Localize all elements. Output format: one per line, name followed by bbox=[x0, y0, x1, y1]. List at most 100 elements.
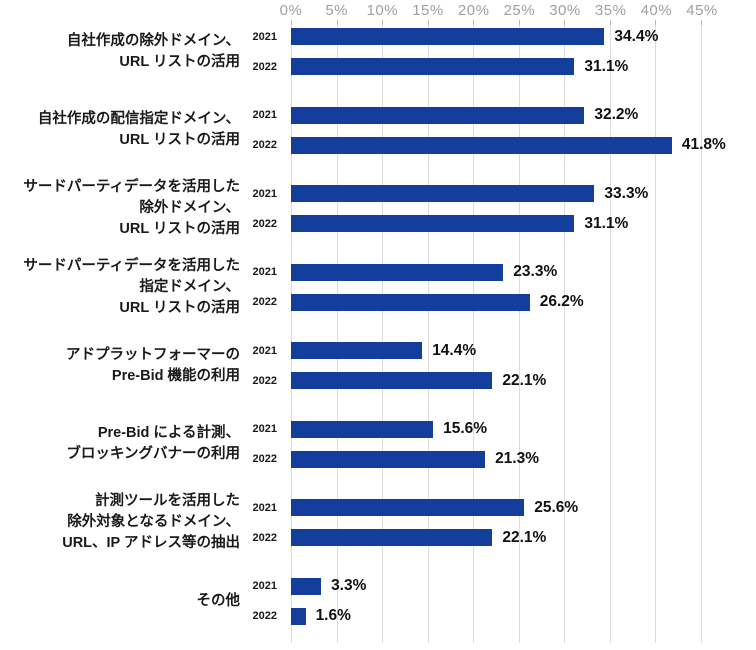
bar-2021 bbox=[291, 499, 525, 516]
bar-row: 2022 22.1% bbox=[240, 529, 756, 546]
category-group: 自社作成の配信指定ドメイン、 URL リストの活用 2021 32.2% 2022 41.… bbox=[0, 106, 756, 154]
gridline bbox=[518, 25, 520, 643]
bar-track: 31.1% bbox=[291, 58, 701, 75]
category-label-line: アドプラットフォーマーの bbox=[66, 346, 240, 363]
year-label: 2022 bbox=[252, 60, 277, 73]
bar-2021 bbox=[291, 28, 605, 45]
bar-value-label: 31.1% bbox=[584, 57, 629, 75]
bar-row: 2021 14.4% bbox=[240, 342, 756, 359]
category-group: サードパーティデータを活用した 除外ドメイン、 URL リストの活用 2021 33.3… bbox=[0, 179, 756, 237]
x-axis-tick-label: 0% bbox=[279, 2, 303, 19]
year-label: 2022 bbox=[252, 296, 277, 308]
category-group: 自社作成の除外ドメイン、 URL リストの活用 2021 34.4% 2022 31.1% bbox=[0, 28, 756, 75]
bar-row: 2021 33.3% bbox=[240, 185, 756, 202]
category-label-line: ブロッキングバナーの利用 bbox=[66, 446, 240, 462]
year-label: 2021 bbox=[252, 266, 277, 278]
bar-row: 2021 3.3% bbox=[240, 577, 756, 595]
category-label: 計測ツールを活用した除外対象となるドメイン、 URL、IP アドレス等の抽出 bbox=[0, 491, 240, 554]
x-axis-tick-label: 30% bbox=[549, 2, 581, 19]
year-label: 2022 bbox=[252, 453, 277, 465]
category-group: 計測ツールを活用した 除外対象となるドメイン、 URL、IP アドレス等の抽出 202… bbox=[0, 493, 756, 551]
bar-2022 bbox=[291, 293, 530, 311]
gridline bbox=[382, 25, 384, 643]
bar-row: 2022 41.8% bbox=[240, 136, 756, 154]
category-label-line: URL リストの活用 bbox=[119, 132, 240, 148]
gridline bbox=[291, 25, 292, 643]
bar-2021 bbox=[291, 263, 504, 281]
x-axis-tick-label: 35% bbox=[594, 2, 627, 19]
category-label: サードパーティデータを活用した 除外ドメイン、 URL リストの活用 bbox=[0, 177, 240, 240]
category-label-line: 自社作成の除外ドメイン、 bbox=[66, 32, 240, 49]
year-label: 2021 bbox=[252, 344, 277, 357]
bar-value-label: 32.2% bbox=[594, 106, 639, 123]
year-label: 2021 bbox=[252, 30, 277, 43]
bar-value-label: 22.1% bbox=[502, 528, 547, 546]
bar-2022 bbox=[291, 136, 672, 154]
gridline bbox=[564, 25, 566, 643]
category-label-line: 除外ドメイン、 bbox=[139, 200, 240, 216]
axis-tick-mark bbox=[518, 20, 520, 25]
category-label-line: 計測ツールを活用した bbox=[95, 493, 240, 509]
bar-value-label: 33.3% bbox=[604, 184, 649, 202]
axis-tick-mark bbox=[336, 20, 338, 25]
bar-track: 23.3% bbox=[291, 263, 701, 281]
category-label-line: URL、IP アドレス等の抽出 bbox=[62, 535, 240, 551]
year-label: 2022 bbox=[252, 374, 277, 387]
bar-value-label: 26.2% bbox=[539, 293, 584, 310]
bar-value-label: 34.4% bbox=[614, 27, 659, 45]
axis-tick-mark bbox=[473, 20, 475, 25]
category-label-line: Pre-Bid による計測、 bbox=[97, 425, 240, 441]
bar-track: 1.6% bbox=[291, 607, 701, 625]
category-label-line: その他 bbox=[196, 592, 241, 609]
bar-2021 bbox=[291, 420, 434, 438]
bar-2022 bbox=[291, 450, 486, 468]
category-group: サードパーティデータを活用した 指定ドメイン、 URL リストの活用 2021 23.3… bbox=[0, 258, 756, 316]
bar-2022 bbox=[291, 58, 575, 75]
x-axis-tick-label: 40% bbox=[640, 2, 673, 19]
year-label: 2021 bbox=[252, 501, 277, 514]
bar-value-label: 14.4% bbox=[432, 341, 477, 359]
bar-track: 21.3% bbox=[291, 450, 701, 468]
x-axis-tick-label: 5% bbox=[325, 2, 348, 19]
category-label-line: 除外対象となるドメイン、 bbox=[67, 514, 240, 530]
year-label: 2021 bbox=[252, 423, 277, 435]
year-label: 2022 bbox=[252, 610, 277, 622]
category-label: Pre-Bid による計測、ブロッキングバナーの利用 bbox=[0, 423, 240, 465]
bar-value-label: 1.6% bbox=[315, 607, 351, 624]
bar-row: 2021 23.3% bbox=[240, 263, 756, 281]
gridline bbox=[701, 25, 702, 643]
x-axis: 0% 5% 10% 15% 20% 25% 30% 35% 40% 45% bbox=[280, 2, 718, 20]
x-axis-tick-label: 10% bbox=[366, 2, 399, 19]
category-label-line: サードパーティデータを活用した bbox=[23, 179, 240, 195]
gridline bbox=[655, 25, 657, 643]
category-group: アドプラットフォーマーの Pre-Bid 機能の利用 2021 14.4% 2022 22… bbox=[0, 342, 756, 389]
bar-2022 bbox=[291, 607, 306, 625]
category-label: その他 bbox=[0, 591, 241, 612]
bar-row: 2021 32.2% bbox=[240, 106, 756, 124]
bar-track: 31.1% bbox=[291, 215, 701, 232]
year-label: 2021 bbox=[252, 580, 277, 592]
bar-2022 bbox=[291, 372, 493, 389]
category-label: サードパーティデータを活用した 指定ドメイン、 URL リストの活用 bbox=[0, 256, 240, 319]
bar-row: 2022 22.1% bbox=[240, 372, 756, 389]
bar-value-label: 22.1% bbox=[502, 371, 547, 389]
axis-tick-mark bbox=[427, 20, 429, 25]
bar-track: 32.2% bbox=[291, 106, 701, 124]
category-label-line: サードパーティデータを活用した bbox=[23, 257, 240, 274]
axis-tick-mark bbox=[701, 20, 702, 25]
axis-tick-mark bbox=[564, 20, 566, 25]
bar-2022 bbox=[291, 529, 493, 546]
bar-track: 26.2% bbox=[291, 293, 701, 311]
year-label: 2022 bbox=[252, 139, 277, 151]
gridlines bbox=[291, 20, 702, 643]
bar-value-label: 41.8% bbox=[681, 136, 726, 153]
bar-track: 25.6% bbox=[291, 499, 701, 516]
bar-track: 34.4% bbox=[291, 28, 701, 45]
bar-2021 bbox=[291, 106, 585, 124]
bar-track: 33.3% bbox=[291, 185, 701, 202]
category-label: アドプラットフォーマーの Pre-Bid 機能の利用 bbox=[0, 345, 240, 387]
bar-row: 2022 1.6% bbox=[240, 607, 756, 625]
axis-tick-mark bbox=[291, 20, 292, 25]
bar-value-label: 31.1% bbox=[584, 214, 629, 232]
